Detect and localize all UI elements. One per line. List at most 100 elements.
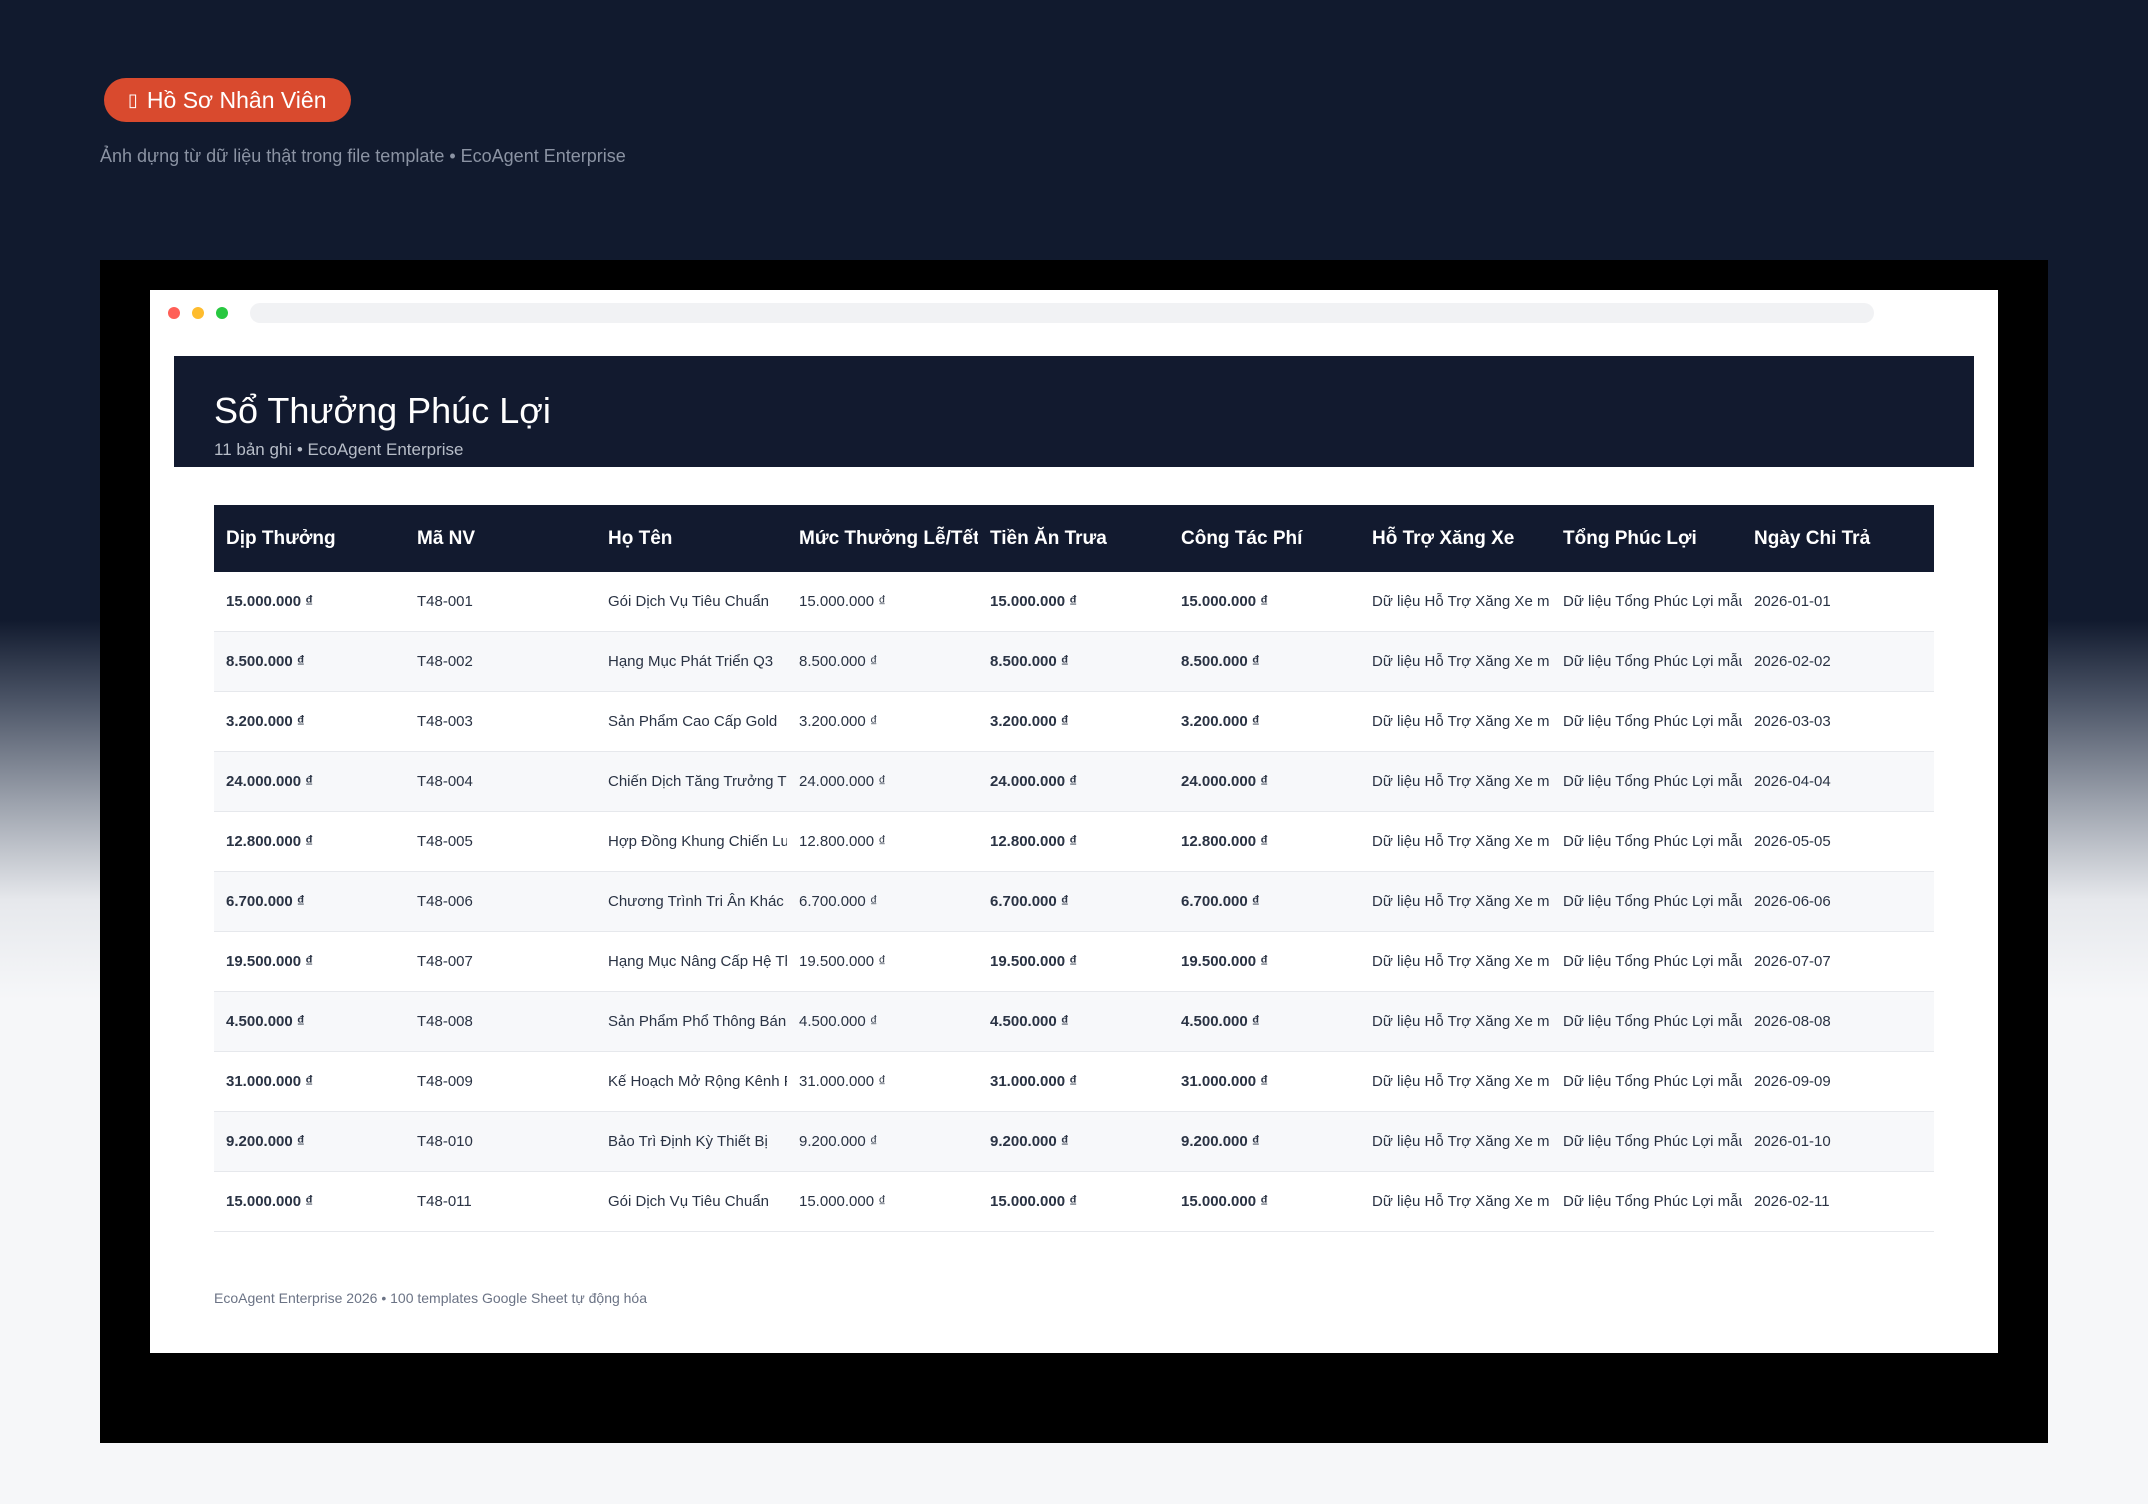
badge-label: Hồ Sơ Nhân Viên [146,86,327,113]
table-cell: 15.000.000 ₫ [1169,572,1360,632]
table-row[interactable]: 9.200.000 ₫ T48-010 Bảo Trì Định Kỳ Thiết … [214,1111,1934,1172]
table-cell: 9.200.000 ₫ [214,1111,405,1172]
table-cell: 2026-06-06 [1742,871,1934,932]
table-cell: 2026-04-04 [1742,751,1934,812]
table-row[interactable]: 8.500.000 ₫ T48-002 Hạng Mục Phát Triển Q3… [214,631,1934,692]
table-cell: 15.000.000 ₫ [1169,1171,1360,1232]
table-cell: Dữ liệu Tổng Phúc Lợi mẫu 7 [1551,931,1742,992]
column-header[interactable]: Hỗ Trợ Xăng Xe [1360,505,1551,572]
table-cell: 15.000.000 ₫ [978,572,1169,632]
table-cell: T48-004 [405,751,596,812]
table-cell: T48-007 [405,931,596,992]
table-cell: 8.500.000 ₫ [1169,631,1360,692]
table-cell: T48-006 [405,871,596,932]
table-cell: 31.000.000 ₫ [787,1051,978,1112]
table-row[interactable]: 24.000.000 ₫ T48-004 Chiến Dịch Tăng Trưởn… [214,751,1934,812]
table-cell: Dữ liệu Tổng Phúc Lợi mẫu 5 [1551,811,1742,872]
table-cell: Dữ liệu Hỗ Trợ Xăng Xe m [1360,631,1551,692]
table-cell: Gói Dịch Vụ Tiêu Chuẩn [596,572,787,632]
welfare-table: Dịp Thưởng Mã NV Họ Tên Mức Thưởng Lễ/Tết Ti… [214,505,1934,1232]
table-cell: 12.800.000 ₫ [1169,811,1360,872]
column-header[interactable]: Công Tác Phí [1169,505,1360,572]
table-row[interactable]: 3.200.000 ₫ T48-003 Sản Phẩm Cao Cấp Gold 3… [214,691,1934,752]
table-cell: 2026-02-02 [1742,631,1934,692]
table-cell: 31.000.000 ₫ [978,1051,1169,1112]
table-cell: 19.500.000 ₫ [214,931,405,992]
column-header[interactable]: Ngày Chi Trả [1742,505,1934,572]
table-cell: 3.200.000 ₫ [214,691,405,752]
table-cell: Dữ liệu Tổng Phúc Lợi mẫu 4 [1551,751,1742,812]
table-cell: T48-003 [405,691,596,752]
table-cell: 15.000.000 ₫ [787,1171,978,1232]
table-row[interactable]: 12.800.000 ₫ T48-005 Hợp Đồng Khung Chiến … [214,811,1934,872]
close-dot-icon[interactable] [168,307,180,319]
table-cell: 31.000.000 ₫ [214,1051,405,1112]
table-cell: Dữ liệu Tổng Phúc Lợi mẫu 6 [1551,871,1742,932]
table-cell: 12.800.000 ₫ [787,811,978,872]
table-cell: Dữ liệu Hỗ Trợ Xăng Xe m [1360,751,1551,812]
table-cell: 4.500.000 ₫ [787,991,978,1052]
column-header[interactable]: Họ Tên [596,505,787,572]
footer-text: EcoAgent Enterprise 2026 • 100 templates… [214,1290,648,1306]
table-cell: 9.200.000 ₫ [1169,1111,1360,1172]
table-cell: Hạng Mục Nâng Cấp Hệ Thống [596,931,787,992]
table-cell: Dữ liệu Tổng Phúc Lợi mẫu 3 [1551,691,1742,752]
table-cell: Dữ liệu Tổng Phúc Lợi mẫu 1 [1551,572,1742,632]
table-cell: Dữ liệu Hỗ Trợ Xăng Xe m [1360,871,1551,932]
table-cell: Dữ liệu Tổng Phúc Lợi mẫu 9 [1551,1051,1742,1112]
table-cell: T48-008 [405,991,596,1052]
table-cell: 12.800.000 ₫ [978,811,1169,872]
table-cell: 31.000.000 ₫ [1169,1051,1360,1112]
table-cell: 2026-02-11 [1742,1171,1934,1232]
column-header[interactable]: Tổng Phúc Lợi [1551,505,1742,572]
table-cell: 2026-01-10 [1742,1111,1934,1172]
table-cell: Dữ liệu Hỗ Trợ Xăng Xe m [1360,931,1551,992]
window-controls [168,307,228,319]
table-cell: 9.200.000 ₫ [978,1111,1169,1172]
table-cell: Dữ liệu Hỗ Trợ Xăng Xe m [1360,1111,1551,1172]
table-cell: Dữ liệu Tổng Phúc Lợi mẫu 8 [1551,991,1742,1052]
column-header[interactable]: Tiền Ăn Trưa [978,505,1169,572]
table-row[interactable]: 15.000.000 ₫ T48-011 Gói Dịch Vụ Tiêu Chuẩ… [214,1171,1934,1232]
table-cell: Dữ liệu Hỗ Trợ Xăng Xe m [1360,991,1551,1052]
table-row[interactable]: 31.000.000 ₫ T48-009 Kế Hoạch Mở Rộng Kênh… [214,1051,1934,1112]
table-row[interactable]: 4.500.000 ₫ T48-008 Sản Phẩm Phổ Thông Bán… [214,991,1934,1052]
page-title: Sổ Thưởng Phúc Lợi [214,390,551,431]
table-row[interactable]: 6.700.000 ₫ T48-006 Chương Trình Tri Ân Kh… [214,871,1934,932]
table-cell: Hạng Mục Phát Triển Q3 [596,631,787,692]
minimize-dot-icon[interactable] [192,307,204,319]
table-cell: 3.200.000 ₫ [787,691,978,752]
table-cell: Bảo Trì Định Kỳ Thiết Bị [596,1111,787,1172]
screenshot-frame: Sổ Thưởng Phúc Lợi 11 bản ghi • EcoAgent… [100,260,2048,1443]
table-cell: Dữ liệu Tổng Phúc Lợi mẫu 2 [1551,631,1742,692]
table-cell: 2026-03-03 [1742,691,1934,752]
table-cell: 12.800.000 ₫ [214,811,405,872]
column-header[interactable]: Mức Thưởng Lễ/Tết [787,505,978,572]
table-cell: 6.700.000 ₫ [214,871,405,932]
table-cell: Dữ liệu Hỗ Trợ Xăng Xe m [1360,811,1551,872]
table-cell: 24.000.000 ₫ [1169,751,1360,812]
table-cell: 8.500.000 ₫ [978,631,1169,692]
table-cell: Dữ liệu Hỗ Trợ Xăng Xe m [1360,1051,1551,1112]
browser-window: Sổ Thưởng Phúc Lợi 11 bản ghi • EcoAgent… [150,290,1998,1353]
table-row[interactable]: 19.500.000 ₫ T48-007 Hạng Mục Nâng Cấp Hệ … [214,931,1934,992]
table-cell: T48-009 [405,1051,596,1112]
table-cell: 9.200.000 ₫ [787,1111,978,1172]
column-header[interactable]: Mã NV [405,505,596,572]
table-cell: 19.500.000 ₫ [1169,931,1360,992]
table-cell: 24.000.000 ₫ [978,751,1169,812]
employee-profile-badge[interactable]: ▯ Hồ Sơ Nhân Viên [104,78,351,122]
address-bar[interactable] [250,303,1874,323]
maximize-dot-icon[interactable] [216,307,228,319]
table-cell: Chiến Dịch Tăng Trưởng T [596,751,787,812]
record-count: 11 bản ghi • EcoAgent Enterprise [214,440,464,459]
table-cell: Dữ liệu Hỗ Trợ Xăng Xe m [1360,572,1551,632]
column-header[interactable]: Dịp Thưởng [214,505,405,572]
table-cell: 24.000.000 ₫ [787,751,978,812]
table-cell: Dữ liệu Hỗ Trợ Xăng Xe m [1360,1171,1551,1232]
table-cell: Hợp Đồng Khung Chiến Lược [596,811,787,872]
table-cell: 2026-07-07 [1742,931,1934,992]
table-cell: 6.700.000 ₫ [1169,871,1360,932]
table-cell: 4.500.000 ₫ [1169,991,1360,1052]
table-row[interactable]: 15.000.000 ₫ T48-001 Gói Dịch Vụ Tiêu Chuẩ… [214,572,1934,632]
